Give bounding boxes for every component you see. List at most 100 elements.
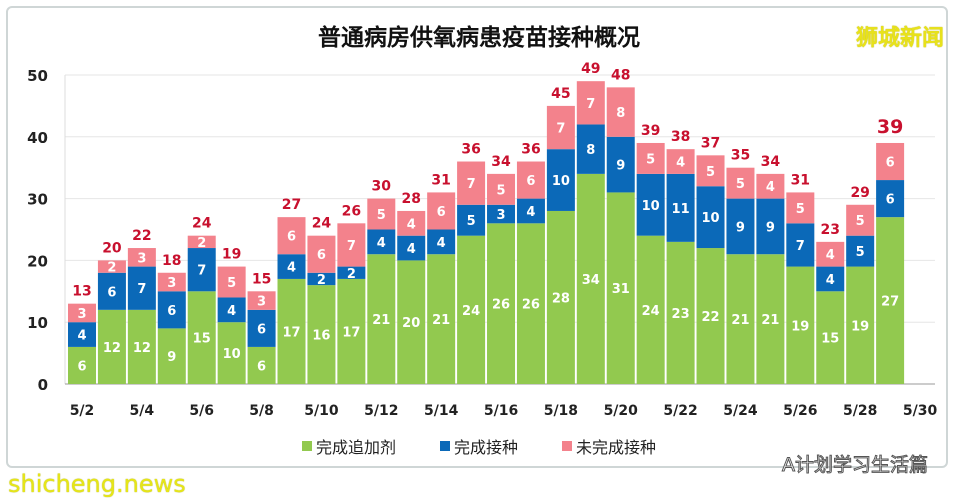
bar-segment	[546, 105, 575, 150]
data-label: 2	[197, 236, 206, 251]
total-label: 22	[132, 228, 151, 244]
data-label: 6	[107, 285, 116, 300]
legend-item-booster: 完成追加剂	[301, 434, 396, 458]
data-label: 10	[701, 211, 719, 226]
data-label: 24	[462, 304, 480, 319]
data-label: 6	[257, 359, 266, 374]
bar-segment	[97, 272, 126, 310]
y-tick-label: 30	[27, 191, 48, 209]
total-label: 20	[102, 240, 122, 256]
bar-segment	[457, 235, 486, 384]
data-label: 7	[197, 264, 206, 279]
data-label: 31	[612, 282, 630, 297]
total-label: 26	[342, 203, 361, 219]
bar-segment	[247, 309, 276, 347]
data-label: 4	[826, 248, 835, 263]
bar-segment	[786, 192, 815, 224]
x-tick-label: 5/20	[604, 403, 639, 419]
x-tick-label: 5/10	[304, 403, 339, 419]
total-label: 27	[282, 197, 301, 213]
bar-segment	[666, 173, 695, 242]
bar-segment	[277, 217, 306, 255]
x-tick-label: 5/6	[189, 403, 214, 419]
bar-segment	[546, 210, 575, 384]
bar-segment	[606, 136, 635, 193]
total-label: 13	[72, 284, 91, 300]
bar-segment	[487, 204, 516, 224]
x-tick-label: 5/30	[903, 403, 938, 419]
data-label: 5	[856, 245, 865, 260]
bar-segment	[217, 266, 246, 298]
bar-segment	[217, 322, 246, 384]
legend-label: 完成追加剂	[315, 438, 396, 457]
total-label: 23	[821, 222, 840, 238]
bar-segment	[187, 248, 216, 292]
data-label: 27	[881, 295, 899, 310]
chart-plot: 010203040505/2643131262205/4127322963185…	[27, 61, 938, 419]
data-label: 6	[437, 205, 446, 220]
bar-segment	[157, 272, 186, 292]
watermark: shicheng.news	[8, 470, 186, 498]
data-label: 6	[167, 304, 176, 319]
bar-segment	[636, 173, 665, 236]
bar-segment	[457, 204, 486, 236]
bar-segment	[337, 223, 366, 267]
bar-segment	[127, 248, 156, 267]
bar-segment	[307, 285, 336, 384]
bar-segment	[427, 229, 456, 255]
data-label: 5	[796, 202, 805, 217]
x-tick-label: 5/2	[70, 403, 95, 419]
data-label: 17	[282, 325, 300, 340]
bar-segment	[846, 204, 875, 236]
bar-segment	[68, 346, 96, 384]
data-label: 21	[432, 313, 450, 328]
total-label: 36	[521, 142, 540, 158]
data-label: 2	[347, 267, 356, 282]
data-label: 4	[407, 217, 416, 232]
total-label: 38	[671, 129, 690, 145]
bar-segment	[606, 192, 635, 384]
data-label: 9	[616, 159, 625, 174]
data-label: 5	[646, 152, 655, 167]
bar-segment	[756, 198, 785, 255]
total-label: 39	[641, 123, 660, 139]
bar-segment	[726, 198, 755, 255]
bar-segment	[157, 291, 186, 329]
data-label: 3	[167, 276, 176, 291]
data-label: 17	[342, 325, 360, 340]
legend-label: 完成接种	[453, 438, 518, 457]
data-label: 6	[317, 248, 326, 263]
bar-segment	[367, 229, 396, 255]
data-label: 5	[706, 165, 715, 180]
total-label: 39	[877, 116, 903, 138]
y-tick-label: 50	[27, 67, 48, 85]
data-label: 8	[616, 106, 625, 121]
bar-segment	[636, 235, 665, 384]
total-label: 30	[372, 179, 392, 195]
total-label: 28	[401, 191, 420, 207]
data-label: 4	[77, 329, 86, 344]
bar-segment	[247, 291, 276, 310]
total-label: 19	[222, 247, 241, 263]
legend-item-incomplete: 未完成接种	[562, 434, 656, 458]
data-label: 4	[407, 242, 416, 257]
bar-segment	[696, 155, 725, 187]
bar-segment	[187, 235, 216, 249]
data-label: 24	[642, 304, 660, 319]
data-label: 5	[736, 177, 745, 192]
bar-segment	[816, 266, 845, 292]
total-label: 35	[731, 148, 750, 164]
bar-segment	[816, 291, 845, 384]
data-label: 4	[227, 304, 236, 319]
data-label: 10	[223, 347, 241, 362]
y-tick-label: 0	[38, 376, 48, 394]
bar-segment	[786, 223, 815, 267]
bar-segment	[127, 266, 156, 310]
data-label: 10	[642, 199, 660, 214]
data-label: 7	[467, 177, 476, 192]
bar-segment	[487, 173, 516, 205]
source-account: A计划学习生活篇	[782, 454, 929, 477]
total-label: 15	[252, 271, 271, 287]
data-label: 4	[437, 236, 446, 251]
bar-segment	[786, 266, 815, 384]
